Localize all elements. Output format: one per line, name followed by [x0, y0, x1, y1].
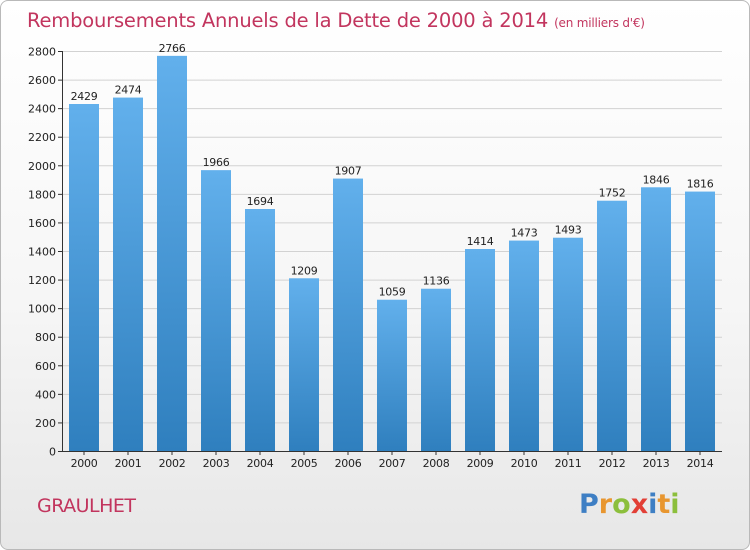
logo-letter: P [579, 489, 599, 520]
y-tick-label: 1400 [28, 246, 56, 259]
y-tick-label: 1200 [28, 274, 56, 287]
bar-2010 [509, 240, 539, 451]
x-tick-label: 2008 [423, 457, 450, 470]
bar-value-label: 1966 [203, 156, 230, 169]
bar-2005 [289, 278, 319, 451]
y-tick-label: 0 [49, 446, 56, 459]
axes: 0 200 400 600 800 1000 1200 1400 1600 1800 2000 220… [28, 46, 722, 470]
bar-2001 [113, 97, 143, 452]
bar-2008 [421, 288, 451, 451]
bar-2003 [201, 170, 231, 451]
chart-title-text: Remboursements Annuels de la Dette de 20… [27, 9, 549, 32]
bar-value-label: 1816 [687, 178, 714, 191]
bar-2004 [245, 209, 275, 451]
y-tick-label: 800 [35, 331, 56, 344]
y-tick-label: 1600 [28, 217, 56, 230]
x-tick-label: 2009 [467, 457, 494, 470]
x-tick-label: 2001 [115, 457, 142, 470]
chart-title: Remboursements Annuels de la Dette de 20… [27, 9, 645, 32]
logo-letter: o [612, 489, 631, 520]
bar-value-label: 2766 [159, 42, 186, 55]
bar-value-label: 1059 [379, 286, 406, 299]
y-tick-label: 2400 [28, 103, 56, 116]
proxiti-logo: Proxiti [579, 489, 680, 520]
bar-2009 [465, 249, 495, 451]
x-tick-label: 2011 [555, 457, 582, 470]
y-tick-label: 2000 [28, 160, 56, 173]
logo-letter: x [630, 489, 649, 520]
bar-2012 [597, 200, 627, 451]
bar-value-label: 1752 [599, 187, 626, 200]
logo-letter: i [648, 489, 658, 520]
x-tick-label: 2014 [687, 457, 714, 470]
city-name: GRAULHET [37, 495, 136, 517]
bar-value-label: 1846 [643, 173, 670, 186]
bar-2007 [377, 299, 407, 451]
x-tick-label: 2003 [203, 457, 230, 470]
bar-2000 [69, 104, 99, 451]
bar-value-label: 1136 [423, 275, 450, 288]
x-tick-label: 2000 [71, 457, 98, 470]
x-tick-label: 2002 [159, 457, 186, 470]
y-tick-label: 2200 [28, 131, 56, 144]
bar-2002 [157, 55, 187, 451]
y-tick-label: 2800 [28, 46, 56, 59]
x-tick-label: 2013 [643, 457, 670, 470]
chart-unit: (en milliers d'€) [554, 16, 645, 30]
x-tick-label: 2007 [379, 457, 406, 470]
y-tick-label: 1800 [28, 188, 56, 201]
bar-2013 [641, 187, 671, 452]
bar-value-label: 1694 [247, 195, 274, 208]
bar-value-label: 2429 [71, 90, 98, 103]
bar-2006 [333, 178, 363, 452]
y-tick-label: 600 [35, 360, 56, 373]
x-tick-label: 2006 [335, 457, 362, 470]
bar-value-label: 1414 [467, 235, 494, 248]
bar-value-label: 1209 [291, 264, 318, 277]
bar-2011 [553, 237, 583, 451]
x-tick-label: 2010 [511, 457, 538, 470]
logo-letter: i [670, 489, 680, 520]
x-tick-label: 2004 [247, 457, 274, 470]
bar-2014 [685, 191, 715, 452]
bar-value-label: 2474 [115, 84, 142, 97]
logo-letter: r [598, 489, 613, 520]
y-tick-label: 200 [35, 417, 56, 430]
x-tick-label: 2005 [291, 457, 318, 470]
bar-value-label: 1473 [511, 227, 538, 240]
bars: 2429 2474 2766 1966 1694 1209 1907 1059 1136 1414… [69, 42, 715, 452]
x-tick-label: 2012 [599, 457, 626, 470]
y-tick-label: 400 [35, 388, 56, 401]
logo-letter: t [657, 489, 671, 520]
y-tick-label: 1000 [28, 303, 56, 316]
y-tick-label: 2600 [28, 74, 56, 87]
bar-value-label: 1493 [555, 224, 582, 237]
bar-value-label: 1907 [335, 165, 362, 178]
